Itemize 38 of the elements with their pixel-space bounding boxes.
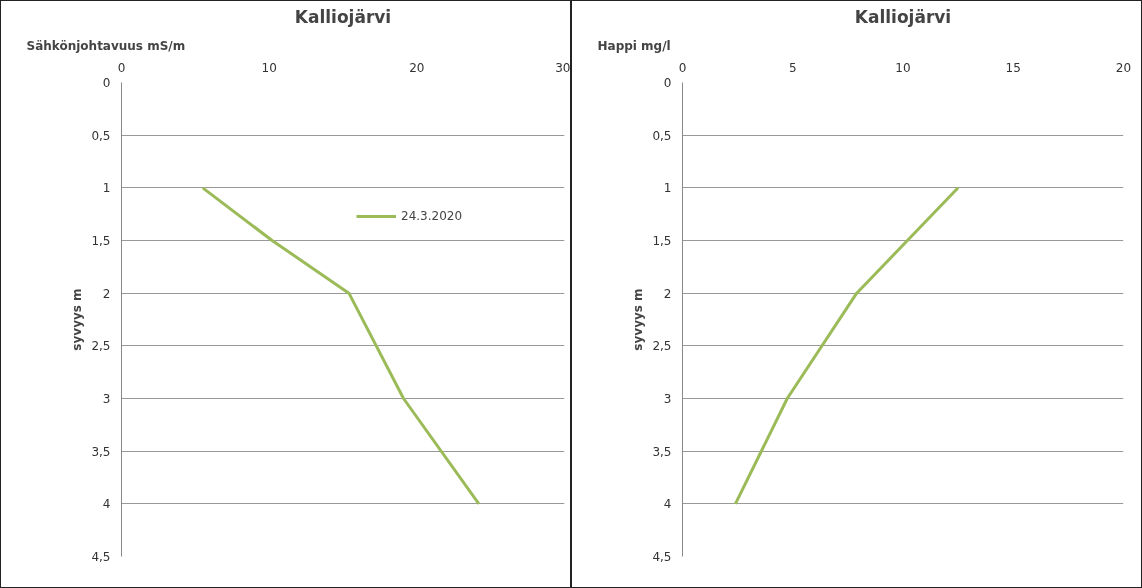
- y-tick-label: 4,5: [652, 550, 672, 564]
- y-axis-title: syvyys m: [631, 288, 646, 351]
- y-tick-label: 2,5: [652, 339, 672, 354]
- y-tick-label: 0,5: [91, 128, 111, 143]
- y-axis-title: syvyys m: [70, 288, 85, 351]
- x-tick-label: 10: [261, 60, 277, 75]
- y-tick-label: 2,5: [91, 339, 111, 354]
- x-tick-label: 0: [117, 60, 126, 75]
- y-tick-label: 3: [102, 392, 111, 406]
- y-tick-label: 0,5: [652, 128, 672, 143]
- x-tick-label: 0: [678, 60, 687, 75]
- y-tick-label: 4,5: [91, 550, 111, 564]
- y-tick-label: 0: [663, 76, 672, 90]
- y-tick-label: 2: [102, 286, 111, 301]
- legend-label: 24.3.2020: [401, 209, 463, 223]
- y-tick-label: 2: [663, 286, 672, 301]
- y-tick-label: 3,5: [91, 444, 111, 459]
- x-axis-title: Happi mg/l: [597, 38, 671, 53]
- x-tick-label: 20: [1115, 60, 1132, 75]
- x-tick-label: 5: [788, 60, 797, 75]
- y-tick-label: 1: [663, 181, 672, 196]
- x-tick-label: 20: [409, 60, 425, 75]
- x-axis-title: Sähkönjohtavuus mS/m: [26, 38, 186, 53]
- y-tick-label: 1,5: [91, 234, 111, 248]
- x-tick-label: 15: [1005, 60, 1021, 75]
- line-series: [733, 186, 960, 506]
- y-tick-label: 1: [102, 181, 111, 196]
- y-tick-label: 3,5: [652, 444, 672, 459]
- x-tick-label: 10: [895, 60, 911, 75]
- y-tick-label: 1,5: [652, 234, 672, 248]
- y-tick-label: 4: [663, 497, 672, 512]
- x-tick-label: 30: [555, 60, 571, 75]
- y-tick-label: 0: [102, 76, 111, 90]
- chart-title: Kalliojärvi: [294, 6, 392, 27]
- line-series: [201, 186, 481, 506]
- y-tick-label: 3: [663, 392, 672, 406]
- chart-title: Kalliojärvi: [854, 6, 952, 27]
- y-tick-label: 4: [102, 497, 111, 512]
